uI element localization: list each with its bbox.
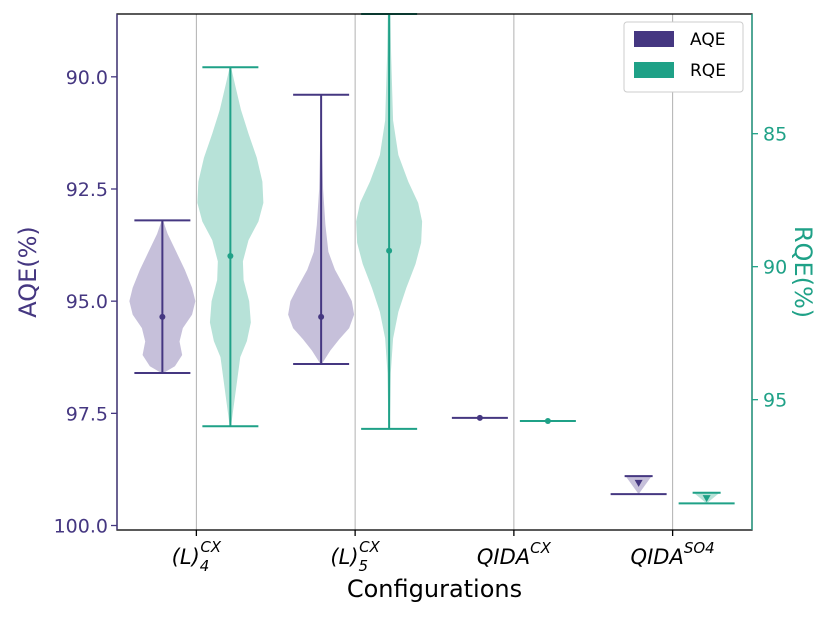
aqe-mean-marker [318,313,325,320]
rqe-mean-marker [544,417,551,424]
left-y-axis: 90.0 92.5 95.0 97.5 100.0 [54,14,118,538]
legend-swatch-aqe [634,31,674,47]
vertical-gridlines [195,14,674,530]
legend-swatch-rqe [634,62,674,78]
right-y-axis: 85 90 95 [751,14,787,530]
left-tick-label: 90.0 [66,67,108,89]
right-tick-label: 90 [763,257,787,279]
x-axis: (L)4CX (L)5CX QIDACX QIDASO4 [172,530,715,575]
x-tick-label: QIDASO4 [631,539,715,569]
left-tick-label: 95.0 [66,291,108,313]
aqe-mean-marker [159,313,166,320]
violin-layer [129,13,735,505]
right-tick-label: 95 [763,390,787,412]
x-axis-label: Configurations [347,575,522,603]
left-tick-label: 97.5 [66,403,108,425]
legend: AQE RQE [623,21,744,93]
rqe-series [197,13,735,505]
x-tick-label: (L)5CX [330,538,380,575]
left-y-axis-label: AQE(%) [14,226,42,318]
right-tick-label: 85 [763,124,787,146]
rqe-mean-marker [386,247,393,254]
legend-label-rqe: RQE [690,61,726,81]
x-tick-label: QIDACX [477,539,552,569]
aqe-mean-marker [476,414,483,421]
aqe-mean-marker [634,479,643,487]
left-tick-label: 92.5 [66,179,108,201]
left-tick-label: 100.0 [54,516,108,538]
rqe-mean-marker [702,495,711,503]
rqe-mean-marker [227,253,234,260]
aqe-series [129,93,667,496]
legend-label-aqe: AQE [690,30,725,50]
x-tick-label: (L)4CX [172,538,222,575]
right-y-axis-label: RQE(%) [789,226,817,318]
